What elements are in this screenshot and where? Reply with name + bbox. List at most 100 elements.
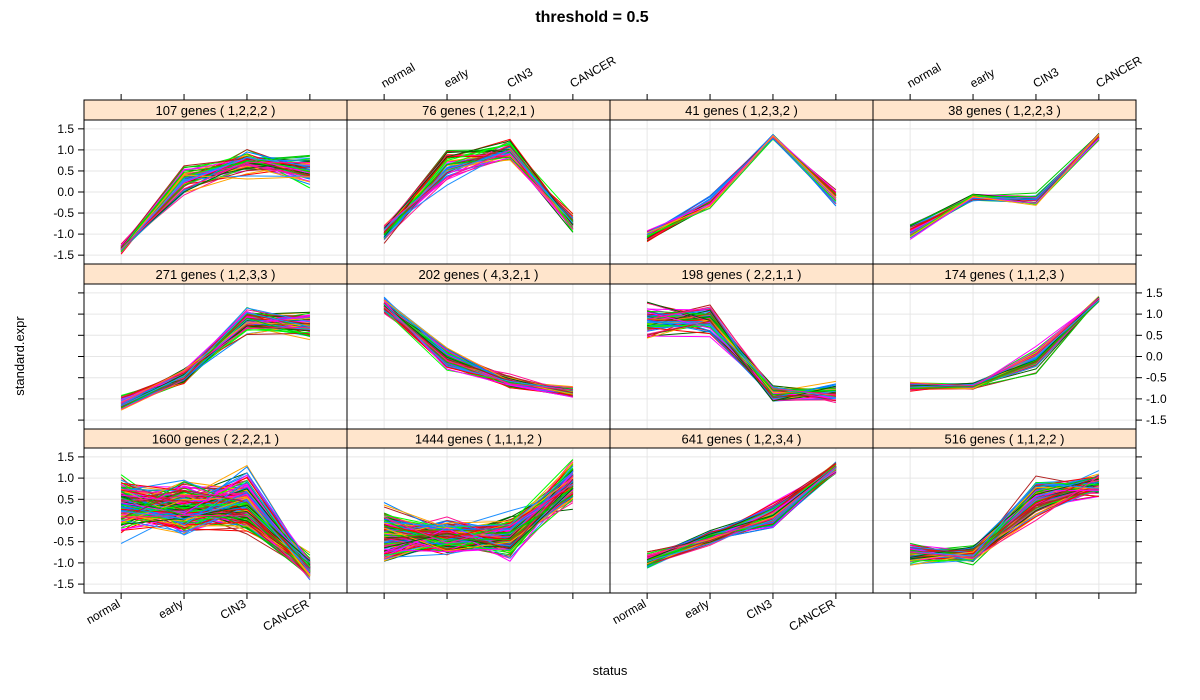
- panels-group: 107 genes ( 1,2,2,2 ) 76 genes ( 1,2,2,1 …: [83, 99, 1137, 594]
- y-axis-title: standard.expr: [12, 316, 27, 396]
- gene-profile-line: [121, 504, 311, 562]
- series-lines: [383, 138, 574, 244]
- panel: 174 genes ( 1,1,2,3 ): [872, 263, 1137, 430]
- gene-profile-line: [646, 466, 837, 566]
- gene-profile-line: [646, 135, 837, 234]
- panel-strip-label: 41 genes ( 1,2,3,2 ): [685, 103, 798, 118]
- gene-profile-line: [120, 479, 311, 571]
- gene-profile-line: [120, 151, 311, 250]
- y-tick-label: 1.5: [57, 450, 74, 464]
- series-lines: [120, 148, 311, 255]
- gene-profile-line: [910, 475, 1100, 559]
- series-lines: [910, 295, 1100, 392]
- gene-profile-line: [910, 297, 1100, 387]
- x-tick-label: normal: [379, 60, 418, 90]
- gene-profile-line: [910, 301, 1100, 389]
- series-lines: [120, 464, 311, 581]
- y-tick-label: 1.0: [57, 471, 74, 485]
- x-tick-label: CIN3: [504, 65, 535, 91]
- gene-profile-line: [120, 161, 310, 250]
- series-lines: [646, 461, 837, 569]
- panel-strip-label: 76 genes ( 1,2,2,1 ): [422, 103, 535, 118]
- gene-profile-line: [383, 154, 574, 228]
- gene-profile-line: [910, 475, 1100, 553]
- panel-strip-label: 641 genes ( 1,2,3,4 ): [682, 432, 802, 447]
- series-lines: [120, 307, 311, 411]
- y-tick-label: -0.5: [1146, 371, 1167, 385]
- y-tick-label: -0.5: [53, 535, 74, 549]
- x-axis-title: status: [593, 663, 628, 678]
- gene-profile-line: [910, 299, 1100, 388]
- panel: 41 genes ( 1,2,3,2 ): [609, 99, 874, 265]
- gene-profile-line: [120, 326, 310, 404]
- gene-profile-line: [646, 466, 837, 556]
- gene-profile-line: [121, 466, 311, 567]
- gene-profile-line: [910, 484, 1100, 561]
- panel-strip-label: 174 genes ( 1,1,2,3 ): [945, 267, 1065, 282]
- x-tick-label: CANCER: [567, 53, 618, 91]
- panel-strip-label: 38 genes ( 1,2,2,3 ): [948, 103, 1061, 118]
- series-lines: [646, 301, 837, 404]
- panel-strip-label: 1600 genes ( 2,2,2,1 ): [152, 432, 279, 447]
- x-tick-label: normal: [610, 596, 649, 626]
- gene-profile-line: [383, 303, 573, 391]
- x-tick-label: CANCER: [786, 596, 837, 634]
- gene-profile-line: [646, 301, 837, 402]
- gene-profile-line: [383, 159, 574, 228]
- gene-profile-line: [646, 320, 836, 398]
- gene-profile-line: [120, 157, 311, 248]
- gene-profile-line: [646, 468, 837, 566]
- gene-profile-line: [121, 488, 311, 568]
- y-tick-label: -0.5: [53, 206, 74, 220]
- x-tick-label: early: [968, 65, 998, 90]
- gene-profile-line: [909, 134, 1100, 238]
- panel-strip-label: 202 genes ( 4,3,2,1 ): [419, 267, 539, 282]
- panel: 1600 genes ( 2,2,2,1 ): [83, 428, 348, 594]
- y-tick-label: 1.0: [1146, 307, 1163, 321]
- gene-profile-line: [383, 145, 574, 233]
- gene-profile-line: [647, 319, 836, 399]
- panel: 641 genes ( 1,2,3,4 ): [609, 428, 874, 594]
- chart-title: threshold = 0.5: [535, 9, 648, 26]
- y-tick-label: 0.0: [1146, 350, 1163, 364]
- x-tick-label: early: [682, 596, 712, 621]
- panel: 107 genes ( 1,2,2,2 ): [83, 99, 348, 265]
- y-tick-label: 0.5: [57, 164, 74, 178]
- x-tick-label: CIN3: [1030, 65, 1061, 91]
- gene-profile-line: [909, 138, 1100, 240]
- y-tick-label: 1.5: [57, 122, 74, 136]
- panel-strip-label: 1444 genes ( 1,1,1,2 ): [415, 432, 542, 447]
- gene-profile-line: [383, 149, 574, 230]
- x-tick-label: normal: [905, 60, 944, 90]
- gene-profile-line: [384, 482, 574, 549]
- gene-profile-line: [120, 157, 311, 248]
- x-tick-label: CANCER: [260, 596, 311, 634]
- gene-profile-line: [120, 161, 310, 249]
- gene-profile-line: [647, 306, 836, 396]
- y-tick-label: -1.0: [53, 227, 74, 241]
- series-lines: [909, 470, 1100, 566]
- gene-profile-line: [383, 475, 574, 552]
- gene-profile-line: [383, 306, 573, 391]
- x-tick-label: normal: [84, 596, 123, 626]
- y-tick-label: -1.5: [53, 577, 74, 591]
- y-tick-label: 0.0: [57, 514, 74, 528]
- gene-profile-line: [120, 489, 311, 569]
- y-tick-label: -1.5: [53, 248, 74, 262]
- y-tick-label: 0.5: [1146, 328, 1163, 342]
- gene-profile-line: [910, 484, 1100, 555]
- panel: 1444 genes ( 1,1,1,2 ): [346, 428, 611, 594]
- panel: 38 genes ( 1,2,2,3 ): [872, 99, 1137, 265]
- gene-profile-line: [120, 312, 311, 407]
- panel-strip-label: 271 genes ( 1,2,3,3 ): [156, 267, 276, 282]
- panel-strip-label: 198 genes ( 2,2,1,1 ): [682, 267, 802, 282]
- panel-strip-label: 516 genes ( 1,1,2,2 ): [945, 432, 1065, 447]
- y-tick-label: 1.0: [57, 143, 74, 157]
- gene-profile-line: [910, 482, 1099, 557]
- gene-profile-line: [120, 155, 310, 250]
- gene-profile-line: [120, 492, 311, 570]
- series-lines: [909, 132, 1100, 240]
- y-tick-label: 1.5: [1146, 286, 1163, 300]
- y-tick-label: 0.0: [57, 185, 74, 199]
